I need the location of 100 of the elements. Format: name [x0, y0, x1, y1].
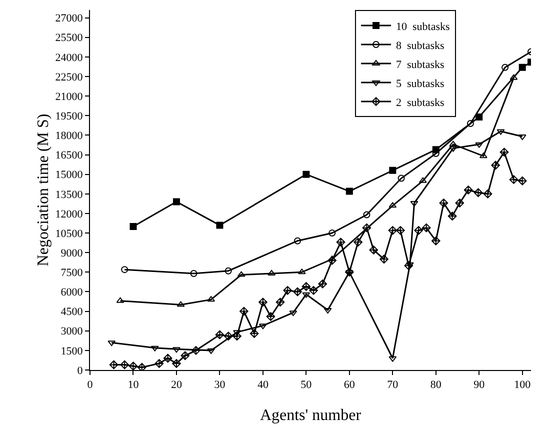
y-tick-label: 19500: [55, 110, 84, 122]
point: [283, 286, 292, 295]
point: [406, 262, 414, 268]
point: [176, 301, 185, 307]
point: [509, 175, 518, 184]
point: [346, 188, 353, 195]
point: [294, 237, 302, 244]
point: [464, 186, 473, 194]
y-tick-label: 16500: [55, 150, 84, 162]
point: [518, 134, 526, 140]
y-tick-label: 4500: [60, 306, 84, 318]
point: [154, 359, 164, 368]
y-tick-label: 0: [77, 364, 84, 377]
point: [439, 198, 448, 208]
point: [150, 346, 159, 352]
y-tick-label: 1500: [60, 345, 84, 358]
point: [389, 166, 396, 174]
x-tick-label: 70: [387, 379, 399, 392]
y-tick-label: 24000: [55, 52, 84, 64]
point: [298, 268, 306, 274]
y-tick-label: 12000: [55, 208, 84, 220]
point: [510, 74, 518, 80]
point: [190, 270, 198, 277]
x-tick-label: 60: [344, 379, 356, 392]
point: [109, 360, 118, 370]
point: [268, 270, 276, 276]
y-tick-label: 7500: [60, 267, 84, 280]
point: [137, 362, 146, 370]
point: [483, 190, 492, 198]
point: [404, 261, 414, 270]
point: [449, 140, 458, 146]
point: [237, 271, 246, 277]
x-tick-label: 40: [257, 379, 269, 392]
x-tick-label: 20: [170, 379, 182, 392]
point: [258, 298, 268, 307]
y-tick-label: 22500: [55, 71, 84, 84]
point: [448, 212, 457, 220]
point: [293, 287, 302, 296]
point: [180, 351, 190, 360]
point: [116, 297, 124, 303]
point: [192, 346, 200, 355]
point: [398, 174, 405, 182]
x-tick-label: 80: [430, 379, 442, 392]
point: [369, 246, 378, 254]
point: [224, 332, 233, 340]
point: [336, 238, 346, 247]
y-tick-label: 9000: [60, 247, 84, 260]
point: [418, 177, 427, 183]
point: [455, 198, 464, 208]
y-tick-label: 15000: [55, 169, 84, 182]
y-tick-label: 27000: [55, 12, 84, 25]
y-tick-label: 3000: [60, 326, 84, 338]
point: [396, 226, 405, 235]
point: [518, 64, 526, 71]
legend-label: 8 subtasks: [396, 40, 444, 52]
point: [388, 202, 397, 208]
point: [518, 176, 527, 186]
point: [130, 223, 137, 230]
point: [363, 211, 370, 218]
y-tick-label: 25500: [55, 32, 84, 44]
y-tick-label: 21000: [55, 90, 84, 103]
point: [479, 152, 488, 158]
point: [172, 198, 180, 206]
point: [345, 268, 354, 277]
x-tick-label: 0: [87, 379, 94, 392]
point: [224, 267, 232, 274]
point: [276, 298, 285, 307]
x-tick-label: 50: [300, 379, 312, 392]
point: [120, 360, 129, 370]
point: [491, 160, 500, 170]
point: [128, 362, 138, 370]
point: [449, 146, 458, 152]
point: [380, 254, 388, 264]
point: [163, 354, 172, 363]
point: [414, 226, 423, 235]
point: [207, 296, 216, 302]
point: [388, 356, 397, 362]
point: [431, 236, 440, 246]
y-tick-label: 10500: [55, 228, 84, 240]
legend-label: 2 subtasks: [396, 96, 444, 109]
point: [410, 201, 418, 207]
y-tick-label: 6000: [60, 286, 84, 299]
point: [302, 292, 310, 298]
x-tick-label: 10: [128, 379, 140, 392]
point: [474, 188, 483, 198]
point: [108, 340, 116, 346]
point: [466, 120, 474, 127]
y-axis-title: Negociation time (M S): [35, 114, 52, 266]
point: [328, 256, 337, 265]
point: [289, 310, 298, 316]
point: [240, 306, 248, 316]
x-axis-title: Agents' number: [260, 406, 362, 424]
point: [172, 359, 181, 368]
point: [232, 332, 242, 340]
point: [476, 113, 483, 120]
x-tick-label: 90: [474, 379, 486, 392]
point: [362, 223, 372, 232]
point: [207, 348, 216, 354]
legend-label: 7 subtasks: [396, 58, 444, 71]
legend-label: 10 subtasks: [396, 20, 450, 33]
